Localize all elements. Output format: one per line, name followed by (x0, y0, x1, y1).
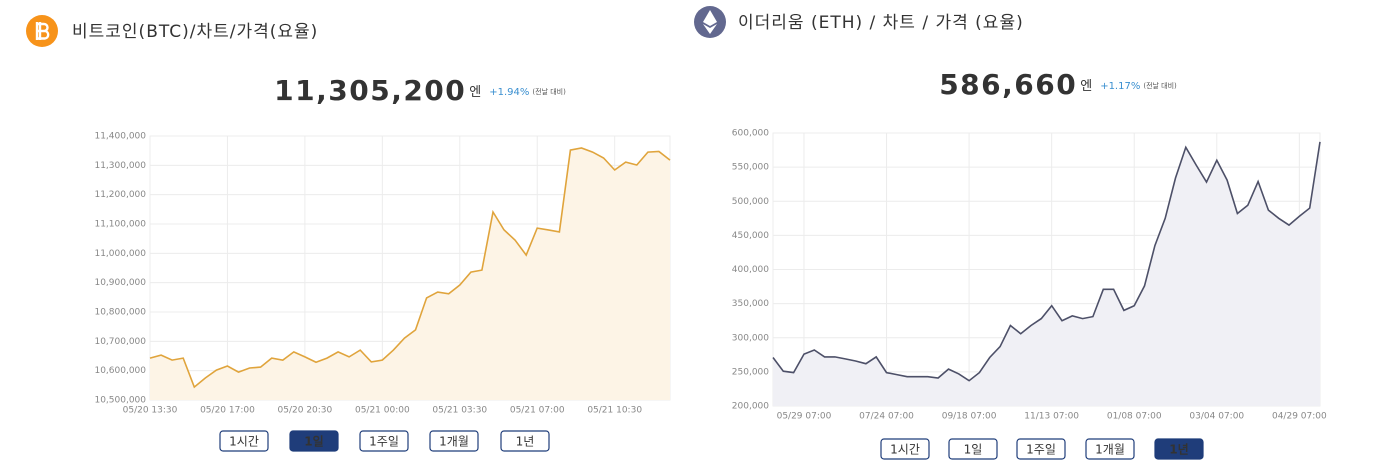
x-tick-label: 05/20 20:30 (278, 406, 333, 416)
y-tick-label: 500,000 (732, 197, 769, 207)
range-button-label[interactable]: 1일 (304, 435, 323, 449)
x-tick-label: 05/21 03:30 (432, 406, 487, 416)
range-button-label[interactable]: 1년 (516, 435, 535, 449)
change-note: (전날 대비) (532, 87, 566, 96)
range-button-label[interactable]: 1년 (1169, 443, 1188, 457)
range-button-label[interactable]: 1일 (964, 443, 983, 457)
y-tick-label: 10,800,000 (94, 308, 146, 318)
y-tick-label: 10,600,000 (94, 366, 146, 376)
range-button-label[interactable]: 1시간 (229, 435, 259, 449)
range-button[interactable] (219, 430, 269, 452)
range-button-label[interactable]: 1개월 (439, 435, 469, 449)
price: 11,305,200 (274, 74, 466, 107)
y-tick-label: 250,000 (732, 367, 769, 377)
range-button-label[interactable]: 1주일 (1026, 443, 1056, 457)
x-tick-label: 01/08 07:00 (1107, 412, 1162, 422)
y-tick-label: 10,500,000 (94, 396, 146, 406)
range-button[interactable] (1085, 438, 1135, 460)
y-tick-label: 11,400,000 (94, 132, 146, 142)
x-tick-label: 03/04 07:00 (1189, 412, 1244, 422)
change: +1.94% (489, 87, 529, 98)
x-tick-label: 11/13 07:00 (1024, 412, 1079, 422)
range-button[interactable] (880, 438, 930, 460)
y-tick-label: 300,000 (732, 333, 769, 343)
price-line (149, 147, 671, 389)
y-tick-label: 11,000,000 (94, 249, 146, 259)
range-button[interactable] (429, 430, 479, 452)
eth-icon-glyph (703, 24, 717, 34)
y-tick-label: 11,300,000 (94, 161, 146, 171)
range-button[interactable] (948, 438, 998, 460)
x-tick-label: 07/24 07:00 (859, 412, 914, 422)
btc-icon-glyph (35, 22, 50, 40)
y-tick-label: 200,000 (732, 402, 769, 412)
y-tick-label: 600,000 (732, 129, 769, 139)
range-button[interactable] (1154, 438, 1204, 460)
range-button[interactable] (359, 430, 409, 452)
x-tick-label: 09/18 07:00 (942, 412, 997, 422)
y-tick-label: 350,000 (732, 299, 769, 309)
eth-icon-glyph (703, 10, 717, 26)
range-button[interactable] (500, 430, 550, 452)
range-button-label[interactable]: 1시간 (890, 443, 920, 457)
x-tick-label: 05/21 10:30 (587, 406, 642, 416)
price: 586,660 (939, 68, 1077, 101)
y-tick-label: 10,900,000 (94, 278, 146, 288)
x-tick-label: 05/29 07:00 (777, 412, 832, 422)
x-tick-label: 04/29 07:00 (1272, 412, 1327, 422)
price-unit: 엔 (1080, 79, 1092, 94)
range-button[interactable] (1016, 438, 1066, 460)
x-tick-label: 05/21 07:00 (510, 406, 565, 416)
price-line: 586,660 엔 +1.17% (전날 대비) (939, 68, 1177, 101)
y-tick-label: 550,000 (732, 163, 769, 173)
y-tick-label: 400,000 (732, 265, 769, 275)
chart-title: 비트코인(BTC)/차트/가격(요율) (72, 22, 318, 42)
x-tick-label: 05/21 00:00 (355, 406, 410, 416)
range-button[interactable] (289, 430, 339, 452)
x-tick-label: 05/20 17:00 (200, 406, 255, 416)
y-tick-label: 450,000 (732, 231, 769, 241)
y-tick-label: 11,200,000 (94, 190, 146, 200)
change-note: (전날 대비) (1143, 81, 1177, 90)
price-unit: 엔 (469, 85, 481, 100)
area (150, 148, 670, 400)
y-tick-label: 10,700,000 (94, 337, 146, 347)
change: +1.17% (1100, 81, 1140, 92)
area (773, 141, 1320, 406)
chart-title: 이더리움 (ETH) / 차트 / 가격 (요율) (738, 13, 1024, 33)
x-tick-label: 05/20 13:30 (123, 406, 178, 416)
range-button-label[interactable]: 1주일 (369, 435, 399, 449)
price-line (772, 141, 1321, 382)
price-line: 11,305,200 엔 +1.94% (전날 대비) (274, 74, 566, 107)
y-tick-label: 11,100,000 (94, 220, 146, 230)
range-button-label[interactable]: 1개월 (1095, 443, 1125, 457)
